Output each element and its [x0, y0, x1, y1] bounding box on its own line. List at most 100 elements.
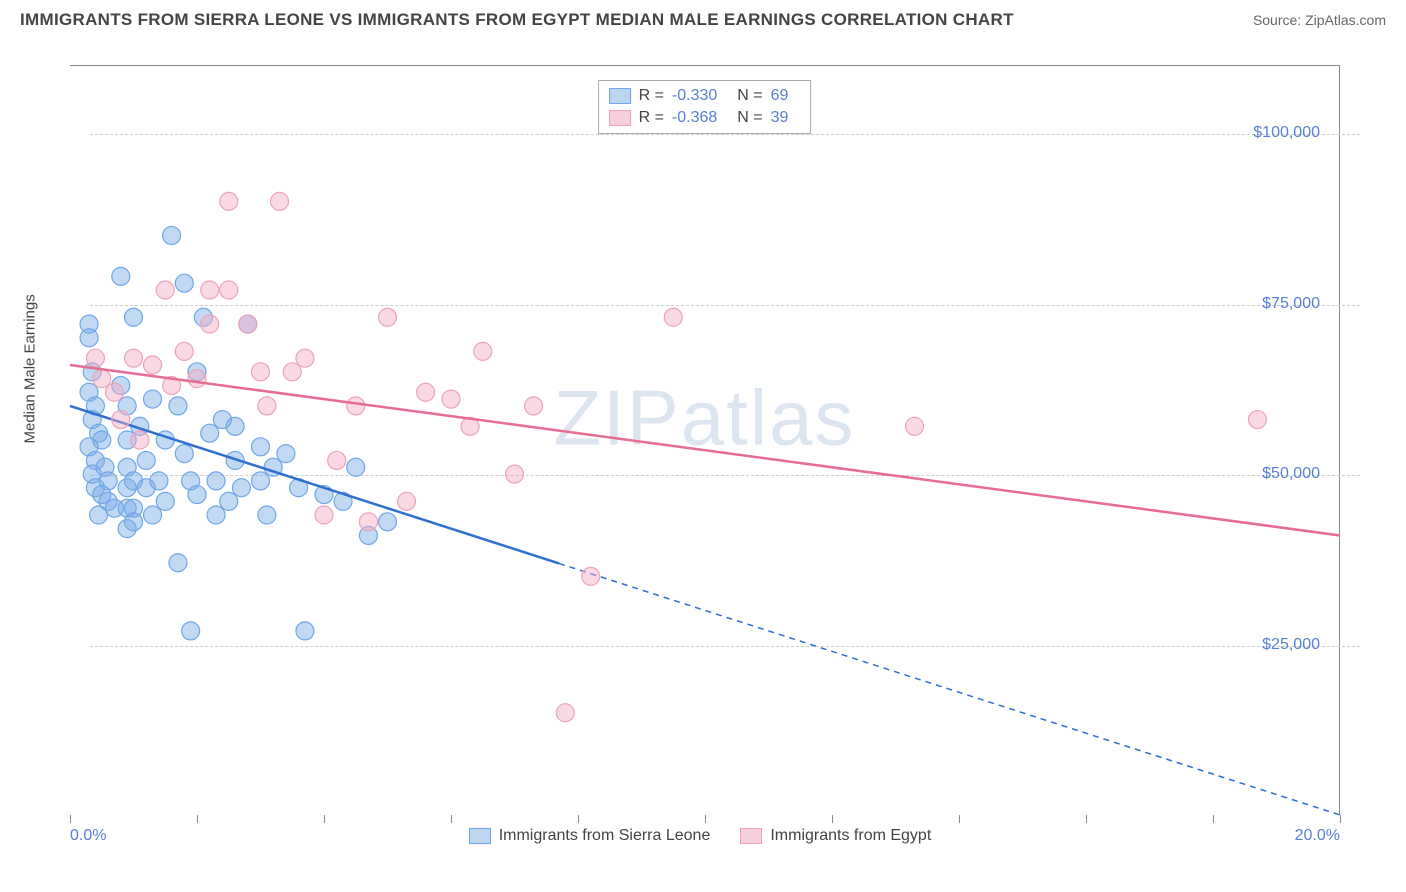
data-point: [156, 281, 174, 299]
data-point: [347, 397, 365, 415]
data-point: [379, 513, 397, 531]
data-point: [188, 370, 206, 388]
data-point: [417, 383, 435, 401]
x-tick: [451, 815, 452, 823]
data-point: [1248, 411, 1266, 429]
data-point: [175, 445, 193, 463]
legend-item-2: Immigrants from Egypt: [740, 827, 931, 845]
data-point: [163, 226, 181, 244]
n-value-2: 39: [771, 109, 789, 127]
data-point: [283, 363, 301, 381]
data-point: [86, 349, 104, 367]
trend-line-extrapolated: [559, 563, 1340, 815]
data-point: [277, 445, 295, 463]
data-point: [296, 622, 314, 640]
data-point: [112, 267, 130, 285]
chart-container: Median Male Earnings ZIPatlas R = -0.330…: [50, 55, 1350, 815]
chart-title: IMMIGRANTS FROM SIERRA LEONE VS IMMIGRAN…: [20, 10, 1014, 30]
data-point: [506, 465, 524, 483]
legend-row-series-2: R = -0.368 N = 39: [609, 107, 801, 129]
data-point: [474, 342, 492, 360]
data-point: [201, 424, 219, 442]
data-point: [125, 349, 143, 367]
data-point: [169, 397, 187, 415]
data-point: [220, 281, 238, 299]
data-point: [220, 492, 238, 510]
data-point: [296, 349, 314, 367]
data-point: [664, 308, 682, 326]
data-point: [379, 308, 397, 326]
data-point: [347, 458, 365, 476]
data-point: [201, 315, 219, 333]
r-label: R =: [639, 109, 664, 127]
data-point: [359, 513, 377, 531]
data-point: [169, 554, 187, 572]
data-point: [252, 363, 270, 381]
data-point: [906, 417, 924, 435]
data-point: [112, 411, 130, 429]
data-point: [156, 492, 174, 510]
data-point: [525, 397, 543, 415]
legend-item-1: Immigrants from Sierra Leone: [469, 827, 711, 845]
data-point: [125, 513, 143, 531]
series-legend: Immigrants from Sierra Leone Immigrants …: [50, 827, 1350, 845]
data-point: [175, 274, 193, 292]
data-point: [80, 329, 98, 347]
swatch-series-1-bottom: [469, 828, 491, 844]
n-label: N =: [737, 87, 762, 105]
x-tick: [705, 815, 706, 823]
legend-row-series-1: R = -0.330 N = 69: [609, 85, 801, 107]
x-tick: [197, 815, 198, 823]
series-2-name: Immigrants from Egypt: [770, 827, 931, 845]
data-point: [252, 472, 270, 490]
y-axis-label: Median Male Earnings: [22, 294, 39, 443]
data-point: [582, 567, 600, 585]
n-label: N =: [737, 109, 762, 127]
data-point: [144, 356, 162, 374]
data-point: [144, 390, 162, 408]
data-point: [207, 472, 225, 490]
y-tick-label: $25,000: [1262, 636, 1320, 654]
swatch-series-2-bottom: [740, 828, 762, 844]
r-value-2: -0.368: [672, 109, 717, 127]
data-point: [442, 390, 460, 408]
x-tick: [70, 815, 71, 823]
n-value-1: 69: [771, 87, 789, 105]
data-point: [239, 315, 257, 333]
x-tick: [959, 815, 960, 823]
data-point: [258, 506, 276, 524]
x-tick: [1213, 815, 1214, 823]
data-point: [201, 281, 219, 299]
data-point: [105, 383, 123, 401]
data-point: [328, 451, 346, 469]
data-point: [150, 472, 168, 490]
x-tick: [832, 815, 833, 823]
data-point: [188, 486, 206, 504]
y-tick-label: $50,000: [1262, 465, 1320, 483]
plot-svg: [70, 65, 1340, 815]
y-tick-label: $100,000: [1253, 124, 1320, 142]
chart-source: Source: ZipAtlas.com: [1253, 12, 1386, 28]
data-point: [258, 397, 276, 415]
data-point: [137, 451, 155, 469]
data-point: [125, 308, 143, 326]
x-tick: [1086, 815, 1087, 823]
x-tick: [324, 815, 325, 823]
data-point: [315, 506, 333, 524]
data-point: [90, 506, 108, 524]
x-tick: [1340, 815, 1341, 823]
series-1-name: Immigrants from Sierra Leone: [499, 827, 711, 845]
r-value-1: -0.330: [672, 87, 717, 105]
r-label: R =: [639, 87, 664, 105]
data-point: [144, 506, 162, 524]
swatch-series-2: [609, 110, 631, 126]
data-point: [232, 479, 250, 497]
correlation-legend: R = -0.330 N = 69 R = -0.368 N = 39: [598, 80, 812, 134]
data-point: [398, 492, 416, 510]
data-point: [252, 438, 270, 456]
data-point: [93, 370, 111, 388]
y-tick-label: $75,000: [1262, 295, 1320, 313]
data-point: [271, 192, 289, 210]
data-point: [207, 506, 225, 524]
data-point: [182, 622, 200, 640]
